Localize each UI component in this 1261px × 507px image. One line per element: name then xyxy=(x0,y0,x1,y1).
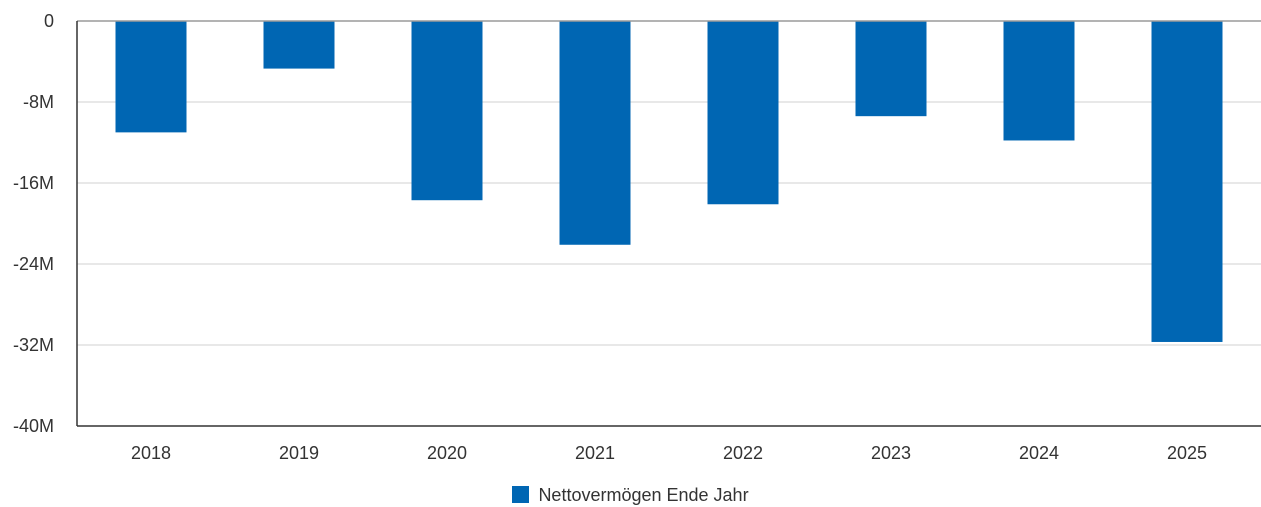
bar-2025 xyxy=(1151,21,1223,342)
axes xyxy=(76,20,1261,427)
x-tick-label: 2018 xyxy=(131,443,171,463)
bar-2023 xyxy=(855,21,927,117)
y-tick-label: -16M xyxy=(13,173,54,193)
bar-2022 xyxy=(707,21,779,205)
y-tick-label: 0 xyxy=(44,11,54,31)
bar-2019 xyxy=(263,21,335,69)
y-tick-label: -8M xyxy=(23,92,54,112)
x-tick-label: 2019 xyxy=(279,443,319,463)
x-axis-tick-labels: 2018 2019 2020 2021 2022 2023 2024 2025 xyxy=(131,443,1207,463)
x-tick-label: 2024 xyxy=(1019,443,1059,463)
bar-2024 xyxy=(1003,21,1075,141)
x-tick-label: 2021 xyxy=(575,443,615,463)
x-tick-label: 2022 xyxy=(723,443,763,463)
legend: Nettovermögen Ende Jahr xyxy=(0,485,1261,506)
legend-label: Nettovermögen Ende Jahr xyxy=(538,485,749,505)
bars xyxy=(115,21,1223,342)
bar-2018 xyxy=(115,21,187,133)
y-tick-label: -40M xyxy=(13,416,54,436)
y-tick-label: -32M xyxy=(13,335,54,355)
bar-2021 xyxy=(559,21,631,245)
bar-chart: 0 -8M -16M -24M -32M -40M 2018 2019 2020 2021 202… xyxy=(13,11,1261,463)
x-tick-label: 2025 xyxy=(1167,443,1207,463)
x-tick-label: 2020 xyxy=(427,443,467,463)
y-axis-tick-labels: 0 -8M -16M -24M -32M -40M xyxy=(13,11,54,436)
gridlines xyxy=(77,101,1261,346)
y-tick-label: -24M xyxy=(13,254,54,274)
bar-2020 xyxy=(411,21,483,201)
legend-swatch xyxy=(512,486,530,503)
x-tick-label: 2023 xyxy=(871,443,911,463)
